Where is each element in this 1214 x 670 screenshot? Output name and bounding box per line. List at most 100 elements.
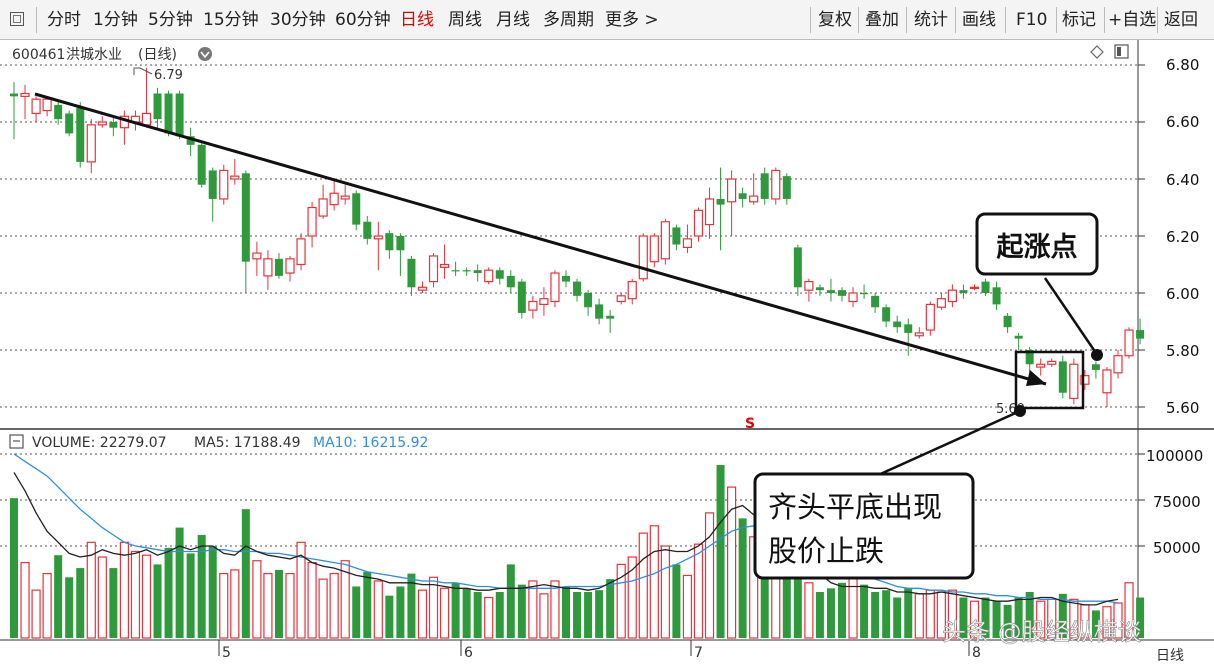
tab-multi-period[interactable]: 多周期 xyxy=(543,10,594,30)
volume-bar xyxy=(738,518,747,638)
candle-body xyxy=(649,235,659,263)
candle-body xyxy=(1003,315,1012,328)
sell-marker: S xyxy=(745,416,755,432)
volume-bar xyxy=(826,588,835,638)
toolbar-divider xyxy=(1056,7,1057,33)
candle-body xyxy=(682,238,693,249)
ma5-line xyxy=(13,472,1119,606)
volume-bar xyxy=(385,595,394,638)
volume-bar xyxy=(352,586,361,638)
draw-line-button[interactable]: 画线 xyxy=(962,10,996,30)
candle-body xyxy=(1069,363,1079,400)
candle-body xyxy=(638,235,648,280)
candle-body xyxy=(252,252,262,260)
overlay-button[interactable]: 叠加 xyxy=(865,10,899,30)
volume-panel-toggle-icon[interactable] xyxy=(9,434,24,449)
candle-body xyxy=(219,169,229,200)
start-point-text: 起涨点 xyxy=(997,232,1078,263)
volume-bar xyxy=(1069,598,1079,639)
volume-bar xyxy=(197,534,206,638)
back-button[interactable]: 返回 xyxy=(1164,10,1198,30)
panel-toggle-icon[interactable] xyxy=(1114,44,1129,59)
tab-30min[interactable]: 30分钟 xyxy=(270,10,326,30)
volume-bar xyxy=(693,543,704,639)
window-toggle-icon[interactable] xyxy=(10,12,24,26)
candle-body xyxy=(738,193,747,199)
tab-more[interactable]: 更多 > xyxy=(605,10,659,30)
mark-button[interactable]: 标记 xyxy=(1062,10,1096,30)
bottom-callout xyxy=(753,472,975,580)
candle-body xyxy=(550,272,560,303)
xtick-label: 7 xyxy=(694,645,703,661)
candle-body xyxy=(230,175,240,180)
volume-bar xyxy=(54,555,63,638)
volume-bar xyxy=(925,589,935,639)
candle-body xyxy=(1025,350,1034,365)
volume-bar xyxy=(1003,604,1012,638)
bottom-text-line1: 齐头平底出现 xyxy=(768,490,942,524)
kline-chart[interactable]: 600461 洪城水业 (日线) 6.79 5.60 S 起涨点 齐头平底出现 … xyxy=(0,40,1214,670)
volume-bar xyxy=(904,588,913,638)
candle-body xyxy=(285,258,295,274)
volume-bar xyxy=(373,580,383,639)
volume-bar xyxy=(340,560,350,639)
candle-body xyxy=(627,281,637,300)
ma10-label: MA10: 16215.92 xyxy=(313,435,428,451)
volume-bar xyxy=(10,498,18,638)
tab-daily[interactable]: 日线 xyxy=(400,10,434,30)
price-tick: 6.60 xyxy=(1166,113,1199,131)
candle-body xyxy=(10,93,18,97)
candle-body xyxy=(439,263,450,268)
volume-bar xyxy=(969,600,980,639)
volume-bar xyxy=(31,589,41,639)
add-watchlist-button[interactable]: +自选 xyxy=(1108,10,1157,30)
trend-arrow-icon xyxy=(1026,370,1046,386)
stock-menu-icon[interactable] xyxy=(198,47,212,61)
volume-bar xyxy=(981,597,990,638)
volume-bar xyxy=(716,465,725,638)
candle-body xyxy=(76,107,85,162)
restore-rights-button[interactable]: 复权 xyxy=(818,10,852,30)
tab-monthly[interactable]: 月线 xyxy=(496,10,530,30)
candle-body xyxy=(197,144,206,185)
tab-1min[interactable]: 1分钟 xyxy=(93,10,138,30)
volume-bar xyxy=(462,588,471,638)
candle-body xyxy=(186,136,195,145)
statistics-button[interactable]: 统计 xyxy=(914,10,948,30)
volume-bar xyxy=(1113,602,1123,639)
watermark: 头条 @股经纵横谈 xyxy=(942,618,1142,646)
tab-weekly[interactable]: 周线 xyxy=(448,10,482,30)
candle-body xyxy=(893,321,902,328)
candle-body xyxy=(1058,361,1067,393)
tab-60min[interactable]: 60分钟 xyxy=(335,10,391,30)
candle-body xyxy=(473,270,482,274)
volume-bar xyxy=(1124,582,1134,639)
diamond-icon[interactable] xyxy=(1090,45,1104,59)
tab-timeshare[interactable]: 分时 xyxy=(47,10,81,30)
candle-body xyxy=(815,287,824,291)
ma10-line xyxy=(13,453,1119,604)
bottom-text-line2: 股价止跌 xyxy=(768,534,884,568)
volume-bar xyxy=(1091,610,1100,638)
f10-button[interactable]: F10 xyxy=(1016,10,1048,30)
candle-body xyxy=(451,270,460,272)
candle-body xyxy=(595,304,604,319)
candle-body xyxy=(693,209,704,237)
volume-bar xyxy=(616,563,626,639)
tab-15min[interactable]: 15分钟 xyxy=(203,10,259,30)
volume-bar xyxy=(153,564,162,638)
candle-body xyxy=(1080,375,1090,385)
candle-body xyxy=(992,287,1001,305)
xtick-label: 5 xyxy=(222,645,231,661)
toolbar-divider xyxy=(1104,7,1105,33)
tab-5min[interactable]: 5分钟 xyxy=(148,10,193,30)
volume-bar xyxy=(959,597,968,638)
price-grid xyxy=(0,64,1145,408)
stock-code: 600461 xyxy=(12,47,65,63)
candle-body xyxy=(528,300,538,311)
candle-body xyxy=(573,281,582,296)
candle-body xyxy=(1014,335,1023,339)
candle-body xyxy=(1136,330,1145,339)
volume-bar xyxy=(871,592,880,638)
candle-body xyxy=(329,192,339,206)
